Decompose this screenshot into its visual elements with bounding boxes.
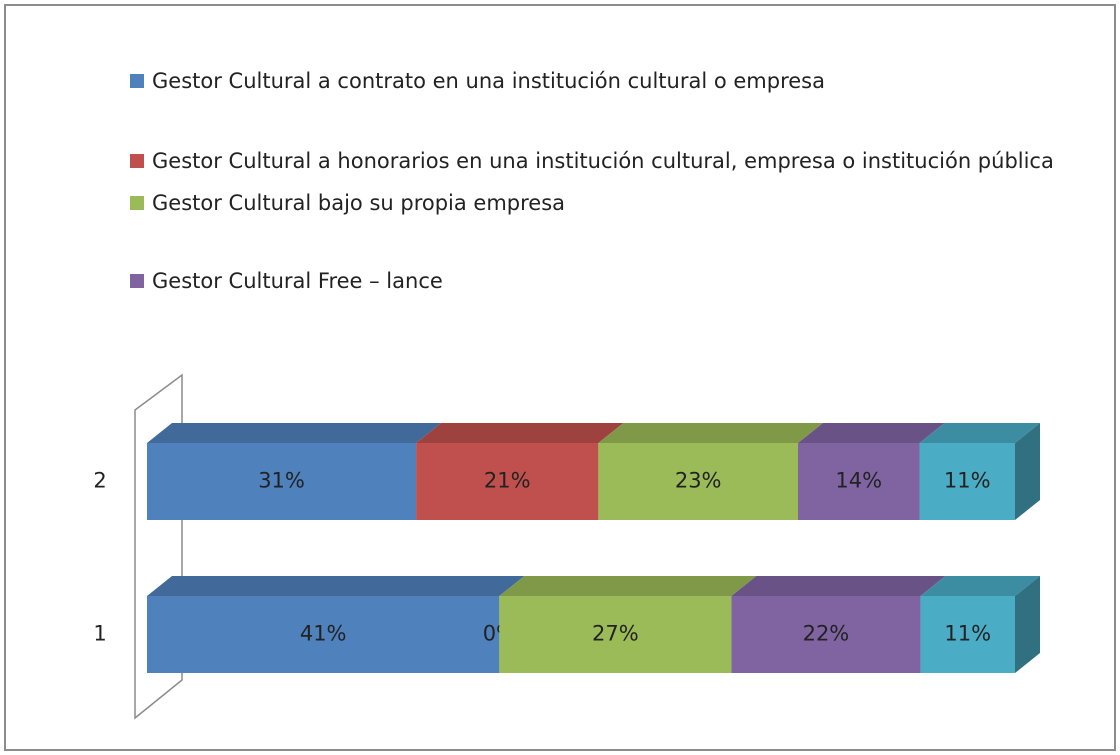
bar	[147, 443, 417, 520]
legend-swatch	[130, 154, 144, 168]
bar-top	[499, 576, 757, 596]
data-label: 23%	[675, 469, 722, 493]
bar-side	[1015, 576, 1040, 673]
legend-entry: Gestor Cultural bajo su propia empresa	[130, 184, 1090, 222]
legend-entry: Gestor Cultural a honorarios en una inst…	[130, 142, 1090, 180]
legend-label: Gestor Cultural a honorarios en una inst…	[152, 149, 1054, 173]
bar	[416, 443, 599, 520]
bar-top	[598, 423, 823, 443]
legend-swatch	[130, 74, 144, 88]
bar	[798, 443, 920, 520]
bar	[147, 596, 500, 673]
bar-top	[147, 576, 525, 596]
bar	[499, 596, 732, 673]
data-label: 21%	[484, 469, 531, 493]
legend-label: Gestor Cultural Free – lance	[152, 269, 443, 293]
legend-label: Gestor Cultural bajo su propia empresa	[152, 191, 566, 215]
category-label: 1	[93, 622, 106, 646]
bar	[919, 443, 1015, 520]
data-label: 11%	[944, 622, 991, 646]
bar-top	[798, 423, 945, 443]
bar-top	[731, 576, 946, 596]
data-label: 41%	[300, 622, 347, 646]
bar-top	[920, 576, 1040, 596]
category-label: 2	[93, 469, 106, 493]
legend-entry: Gestor Cultural a contrato en una instit…	[130, 62, 1090, 100]
bar-top	[919, 423, 1040, 443]
legend-entry: Gestor Cultural Free – lance	[130, 262, 1090, 300]
data-label: 11%	[944, 469, 991, 493]
bar	[731, 596, 921, 673]
bar-top	[416, 423, 624, 443]
data-label: 27%	[592, 622, 639, 646]
back-wall	[134, 373, 183, 720]
data-label: 22%	[803, 622, 850, 646]
legend-swatch	[130, 196, 144, 210]
legend-label: Gestor Cultural a contrato en una instit…	[152, 69, 825, 93]
legend: Gestor Cultural a contrato en una instit…	[130, 62, 1090, 300]
bar-side	[1015, 423, 1040, 520]
bar	[598, 443, 798, 520]
legend-swatch	[130, 274, 144, 288]
bar	[920, 596, 1015, 673]
bar-top	[147, 423, 442, 443]
data-label: 14%	[835, 469, 882, 493]
data-label: 31%	[258, 469, 305, 493]
